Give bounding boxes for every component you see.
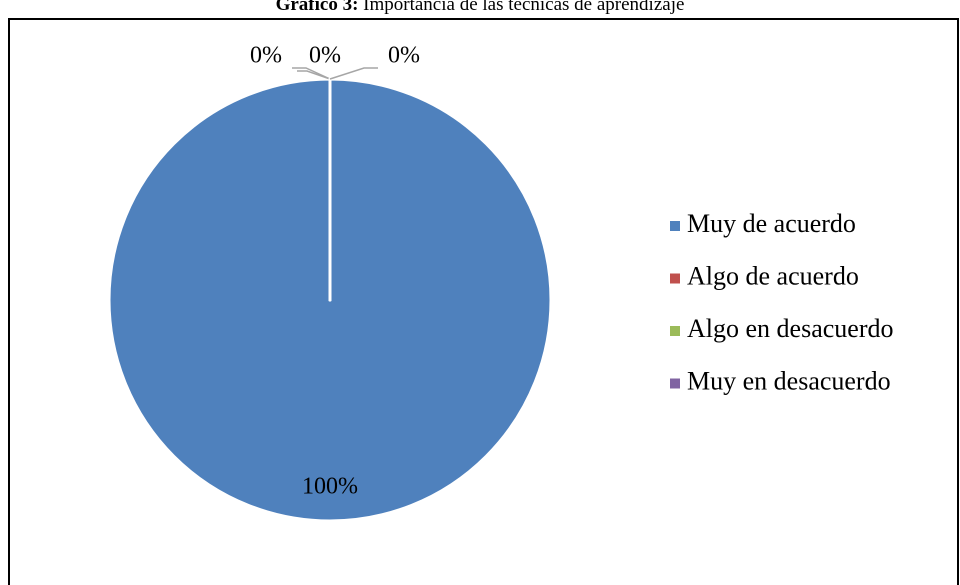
legend-label: Muy de acuerdo	[687, 209, 856, 238]
title-prefix: Gráfico 3:	[276, 0, 359, 15]
legend-label: Algo de acuerdo	[687, 261, 859, 290]
legend-swatch	[670, 378, 680, 389]
legend-swatch	[670, 326, 680, 336]
leader-line	[297, 70, 331, 80]
legend-swatch	[670, 221, 680, 231]
data-label: 0%	[309, 43, 341, 69]
leader-line	[329, 67, 378, 80]
title-text: Importancia de las técnicas de aprendiza…	[363, 0, 684, 15]
chart-title: Gráfico 3: Importancia de las técnicas d…	[276, 0, 685, 15]
data-label: 0%	[250, 43, 282, 69]
leader-line	[292, 67, 331, 80]
legend-label: Muy en desacuerdo	[687, 366, 891, 395]
data-label: 100%	[302, 473, 358, 499]
legend-swatch	[670, 273, 680, 284]
legend-label: Algo en desacuerdo	[687, 314, 893, 343]
data-label: 0%	[388, 43, 420, 69]
